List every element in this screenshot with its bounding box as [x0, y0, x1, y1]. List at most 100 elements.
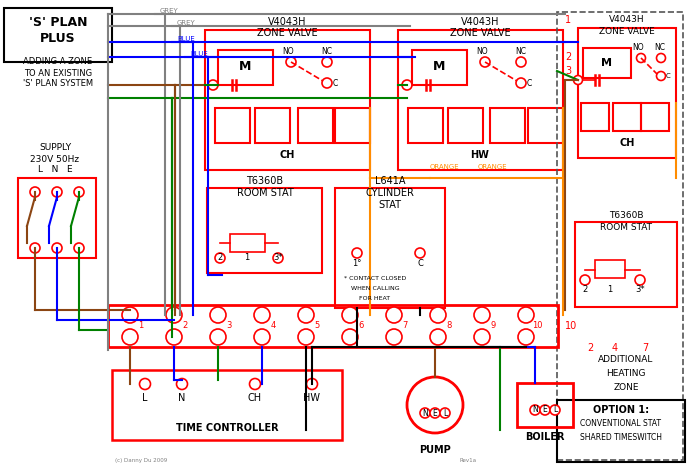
Text: PLUS: PLUS: [40, 31, 76, 44]
Bar: [645, 103, 673, 131]
Circle shape: [166, 307, 182, 323]
Circle shape: [215, 253, 225, 263]
Circle shape: [407, 377, 463, 433]
Bar: [335, 108, 370, 143]
Text: HEATING: HEATING: [607, 370, 646, 379]
Circle shape: [516, 78, 526, 88]
Text: CONVENTIONAL STAT: CONVENTIONAL STAT: [580, 419, 662, 429]
Bar: [448, 108, 483, 143]
Bar: [583, 48, 631, 78]
Bar: [205, 30, 370, 170]
Circle shape: [540, 405, 550, 415]
Text: 3*: 3*: [273, 253, 283, 262]
Text: V4043H: V4043H: [268, 17, 306, 27]
Circle shape: [286, 57, 296, 67]
Text: SUPPLY: SUPPLY: [39, 144, 71, 153]
Text: CYLINDER: CYLINDER: [366, 188, 415, 198]
Circle shape: [322, 57, 332, 67]
Text: TO AN EXISTING: TO AN EXISTING: [24, 68, 92, 78]
Text: M: M: [239, 60, 251, 73]
Text: NO: NO: [282, 47, 294, 57]
Text: V4043H: V4043H: [461, 17, 500, 27]
Text: L: L: [553, 405, 557, 415]
Text: ADDITIONAL: ADDITIONAL: [598, 356, 653, 365]
Circle shape: [342, 329, 358, 345]
Circle shape: [474, 329, 490, 345]
Text: * CONTACT CLOSED: * CONTACT CLOSED: [344, 276, 406, 280]
Text: 4: 4: [612, 343, 618, 353]
Text: N: N: [422, 409, 428, 417]
Circle shape: [518, 329, 534, 345]
Text: ROOM STAT: ROOM STAT: [600, 222, 652, 232]
Text: L641A: L641A: [375, 176, 405, 186]
Text: 230V 50Hz: 230V 50Hz: [30, 154, 79, 163]
Text: ZONE: ZONE: [613, 383, 639, 393]
Circle shape: [52, 243, 62, 253]
Text: HW: HW: [471, 150, 489, 160]
Circle shape: [518, 307, 534, 323]
Circle shape: [298, 329, 314, 345]
Circle shape: [480, 57, 490, 67]
Bar: [112, 370, 342, 440]
Text: Rev1a: Rev1a: [460, 458, 477, 463]
Text: C: C: [527, 79, 532, 88]
Text: ROOM STAT: ROOM STAT: [237, 188, 293, 198]
Text: SHARED TIMESWITCH: SHARED TIMESWITCH: [580, 433, 662, 443]
Text: E: E: [433, 409, 437, 417]
Text: L: L: [142, 393, 148, 403]
Bar: [613, 103, 641, 131]
Circle shape: [273, 253, 283, 263]
Bar: [490, 108, 525, 143]
Text: CH: CH: [279, 150, 295, 160]
Circle shape: [656, 53, 665, 63]
Text: ZONE VALVE: ZONE VALVE: [257, 28, 317, 38]
Bar: [408, 108, 443, 143]
Text: E: E: [542, 405, 547, 415]
Bar: [575, 222, 677, 307]
Text: FOR HEAT: FOR HEAT: [359, 295, 391, 300]
Bar: [298, 108, 333, 143]
Text: GREY: GREY: [160, 8, 179, 14]
Circle shape: [208, 80, 218, 90]
Text: NC: NC: [655, 44, 665, 52]
Text: TIME CONTROLLER: TIME CONTROLLER: [176, 423, 278, 433]
Circle shape: [440, 408, 450, 418]
Circle shape: [254, 329, 270, 345]
Circle shape: [254, 307, 270, 323]
Circle shape: [635, 275, 645, 285]
Text: ORANGE: ORANGE: [478, 164, 508, 170]
Circle shape: [177, 379, 188, 389]
Text: (c) Danny Du 2009: (c) Danny Du 2009: [115, 458, 167, 463]
Text: M: M: [602, 58, 613, 68]
Text: BLUE: BLUE: [190, 51, 208, 57]
Circle shape: [210, 329, 226, 345]
Bar: [335, 188, 445, 308]
Circle shape: [210, 307, 226, 323]
Text: 8: 8: [446, 322, 452, 330]
Circle shape: [636, 53, 646, 63]
Text: 3: 3: [226, 322, 232, 330]
Circle shape: [580, 275, 590, 285]
Bar: [230, 234, 265, 252]
Bar: [557, 12, 683, 460]
Text: T6360B: T6360B: [246, 176, 284, 186]
Bar: [595, 260, 625, 278]
Circle shape: [74, 243, 84, 253]
Text: 1: 1: [607, 285, 613, 294]
Text: N: N: [178, 393, 186, 403]
Circle shape: [30, 187, 40, 197]
Text: 9: 9: [491, 322, 495, 330]
Text: 4: 4: [270, 322, 275, 330]
Bar: [255, 108, 290, 143]
Text: 3: 3: [565, 66, 571, 76]
Circle shape: [30, 243, 40, 253]
Circle shape: [342, 307, 358, 323]
Circle shape: [306, 379, 317, 389]
Circle shape: [122, 307, 138, 323]
Text: 1: 1: [565, 15, 571, 25]
Text: 2: 2: [587, 343, 593, 353]
Circle shape: [122, 329, 138, 345]
Text: 7: 7: [402, 322, 408, 330]
Text: M: M: [433, 60, 445, 73]
Text: ORANGE: ORANGE: [430, 164, 460, 170]
